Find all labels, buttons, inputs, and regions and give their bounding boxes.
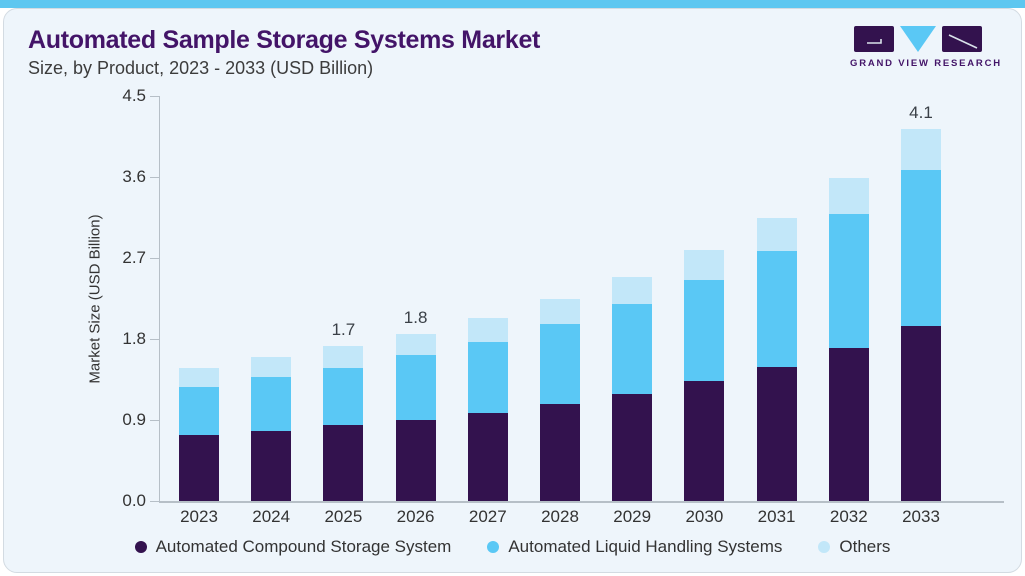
bar-segment-2033-s2 [901, 129, 941, 170]
bar-segment-2023-s2 [179, 367, 219, 387]
x-tick-label-2025: 2025 [324, 507, 363, 526]
y-tick-label: 0.0 [122, 491, 146, 510]
bar-segment-2031-s2 [756, 218, 797, 251]
bar-segment-2024-s0 [251, 430, 292, 501]
x-tick-label-2026: 2026 [396, 507, 435, 526]
bar-segment-2032-s1 [828, 213, 869, 348]
bar-segment-2029-s1 [612, 303, 653, 394]
x-tick-label-2027: 2027 [468, 507, 507, 526]
y-tick-label: 2.7 [122, 248, 146, 267]
page-subtitle: Size, by Product, 2023 - 2033 (USD Billi… [28, 58, 374, 78]
y-tick-label: 1.8 [122, 329, 146, 348]
logo-mark [854, 26, 982, 52]
bar-total-label-2026: 1.8 [403, 307, 428, 327]
legend: Automated Compound Storage System Automat… [0, 537, 1025, 557]
bar-segment-2025-s0 [323, 425, 364, 501]
y-axis-line [159, 96, 160, 502]
x-tick-label-2031: 2031 [757, 507, 796, 526]
y-axis-title: Market Size (USD Billion) [86, 214, 104, 384]
bar-segment-2024-s1 [251, 376, 292, 431]
y-tick-mark [150, 419, 159, 421]
logo-g-block [854, 26, 894, 52]
bar-segment-2028-s2 [540, 299, 580, 324]
gvr-logo: GRAND VIEW RESEARCH [850, 26, 1000, 76]
bar-segment-2028-s1 [540, 323, 580, 404]
bar-segment-2026-s2 [395, 333, 436, 356]
legend-dot [134, 541, 147, 553]
bar-segment-2025-s2 [323, 346, 364, 368]
x-tick-label-2028: 2028 [541, 507, 579, 526]
y-tick-mark [150, 338, 159, 340]
legend-item: Others [818, 537, 890, 557]
bar-segment-2030-s2 [684, 249, 725, 280]
legend-label: Others [839, 537, 891, 556]
bar-segment-2027-s0 [467, 412, 508, 501]
x-tick-label-2024: 2024 [252, 507, 291, 526]
bar-total-label-2033: 4.1 [909, 103, 933, 123]
legend-dot [487, 541, 500, 553]
bar-segment-2030-s1 [684, 279, 725, 382]
bar-segment-2033-s0 [901, 326, 941, 501]
bar-total-label-2025: 1.7 [331, 320, 356, 340]
bar-segment-2026-s1 [395, 355, 436, 420]
bar-segment-2025-s1 [323, 367, 364, 426]
logo-r-detail [948, 34, 978, 49]
top-accent-bar [0, 0, 1025, 8]
bar-segment-2031-s0 [756, 366, 797, 501]
y-tick-label: 3.6 [122, 167, 146, 186]
bar-segment-2024-s2 [251, 357, 292, 377]
bar-segment-2027-s2 [467, 318, 508, 342]
bar-segment-2031-s1 [756, 250, 797, 367]
y-tick-mark [150, 257, 159, 259]
y-tick-mark [150, 500, 159, 502]
logo-g-detail [867, 39, 882, 44]
bar-segment-2029-s2 [612, 276, 653, 304]
legend-item: Automated Liquid Handling Systems [487, 537, 782, 557]
y-tick-label: 0.9 [122, 410, 146, 429]
bar-segment-2029-s0 [612, 393, 653, 501]
logo-wordmark: GRAND VIEW RESEARCH [850, 58, 1002, 69]
legend-label: Automated Liquid Handling Systems [508, 537, 783, 556]
bar-segment-2030-s0 [684, 381, 725, 501]
y-tick-label: 4.5 [122, 86, 146, 105]
bar-segment-2027-s1 [467, 341, 508, 413]
y-tick-mark [150, 176, 159, 178]
x-axis-line [159, 501, 1004, 503]
bar-segment-2026-s0 [395, 420, 436, 501]
x-tick-label-2029: 2029 [613, 507, 652, 526]
page-title: Automated Sample Storage Systems Market [28, 26, 541, 54]
bar-segment-2032-s2 [828, 177, 869, 214]
x-tick-label-2033: 2033 [902, 507, 940, 526]
bar-segment-2023-s0 [179, 435, 219, 501]
logo-v-triangle [900, 26, 936, 52]
x-tick-label-2030: 2030 [685, 507, 724, 526]
x-tick-label-2023: 2023 [180, 507, 218, 526]
legend-dot [818, 541, 831, 553]
y-tick-mark [150, 95, 159, 97]
bar-segment-2032-s0 [828, 348, 869, 501]
bar-segment-2033-s1 [901, 169, 941, 327]
bar-segment-2023-s1 [179, 386, 219, 436]
bar-segment-2028-s0 [540, 403, 580, 501]
legend-item: Automated Compound Storage System [134, 537, 452, 557]
x-tick-label-2032: 2032 [829, 507, 868, 526]
legend-label: Automated Compound Storage System [155, 537, 452, 556]
